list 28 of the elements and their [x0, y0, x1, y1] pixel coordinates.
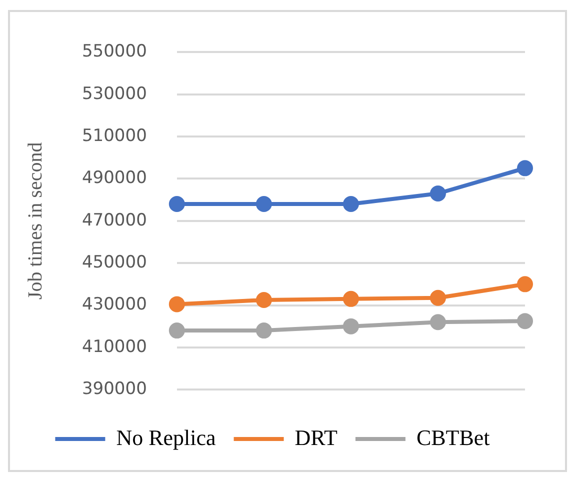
- point: [342, 318, 359, 334]
- point: [430, 290, 446, 306]
- y-axis-title: Job times in second: [24, 142, 46, 300]
- point: [517, 313, 533, 330]
- point: [342, 290, 359, 307]
- point: [256, 196, 272, 212]
- point: [342, 196, 359, 212]
- y-tick-label: 490000: [82, 168, 147, 188]
- legend-label: DRT: [294, 424, 338, 450]
- point: [168, 296, 185, 312]
- y-tick-label: 390000: [82, 379, 147, 400]
- point: [168, 196, 185, 212]
- y-tick-label: 470000: [82, 210, 147, 230]
- y-tick-label: 450000: [82, 252, 147, 272]
- y-tick-label: 550000: [82, 42, 147, 62]
- legend-label: No Replica: [116, 424, 216, 450]
- point: [430, 185, 446, 202]
- y-tick-label: 410000: [82, 336, 147, 357]
- y-tick-label: 530000: [82, 84, 147, 104]
- point: [256, 322, 272, 339]
- y-tick-label: 510000: [82, 126, 147, 146]
- point: [517, 276, 533, 292]
- point: [430, 314, 446, 330]
- y-tick-label: 430000: [82, 294, 147, 315]
- point: [256, 292, 272, 308]
- point: [168, 322, 185, 339]
- point: [517, 160, 533, 176]
- legend-label: CBTBet: [416, 424, 490, 450]
